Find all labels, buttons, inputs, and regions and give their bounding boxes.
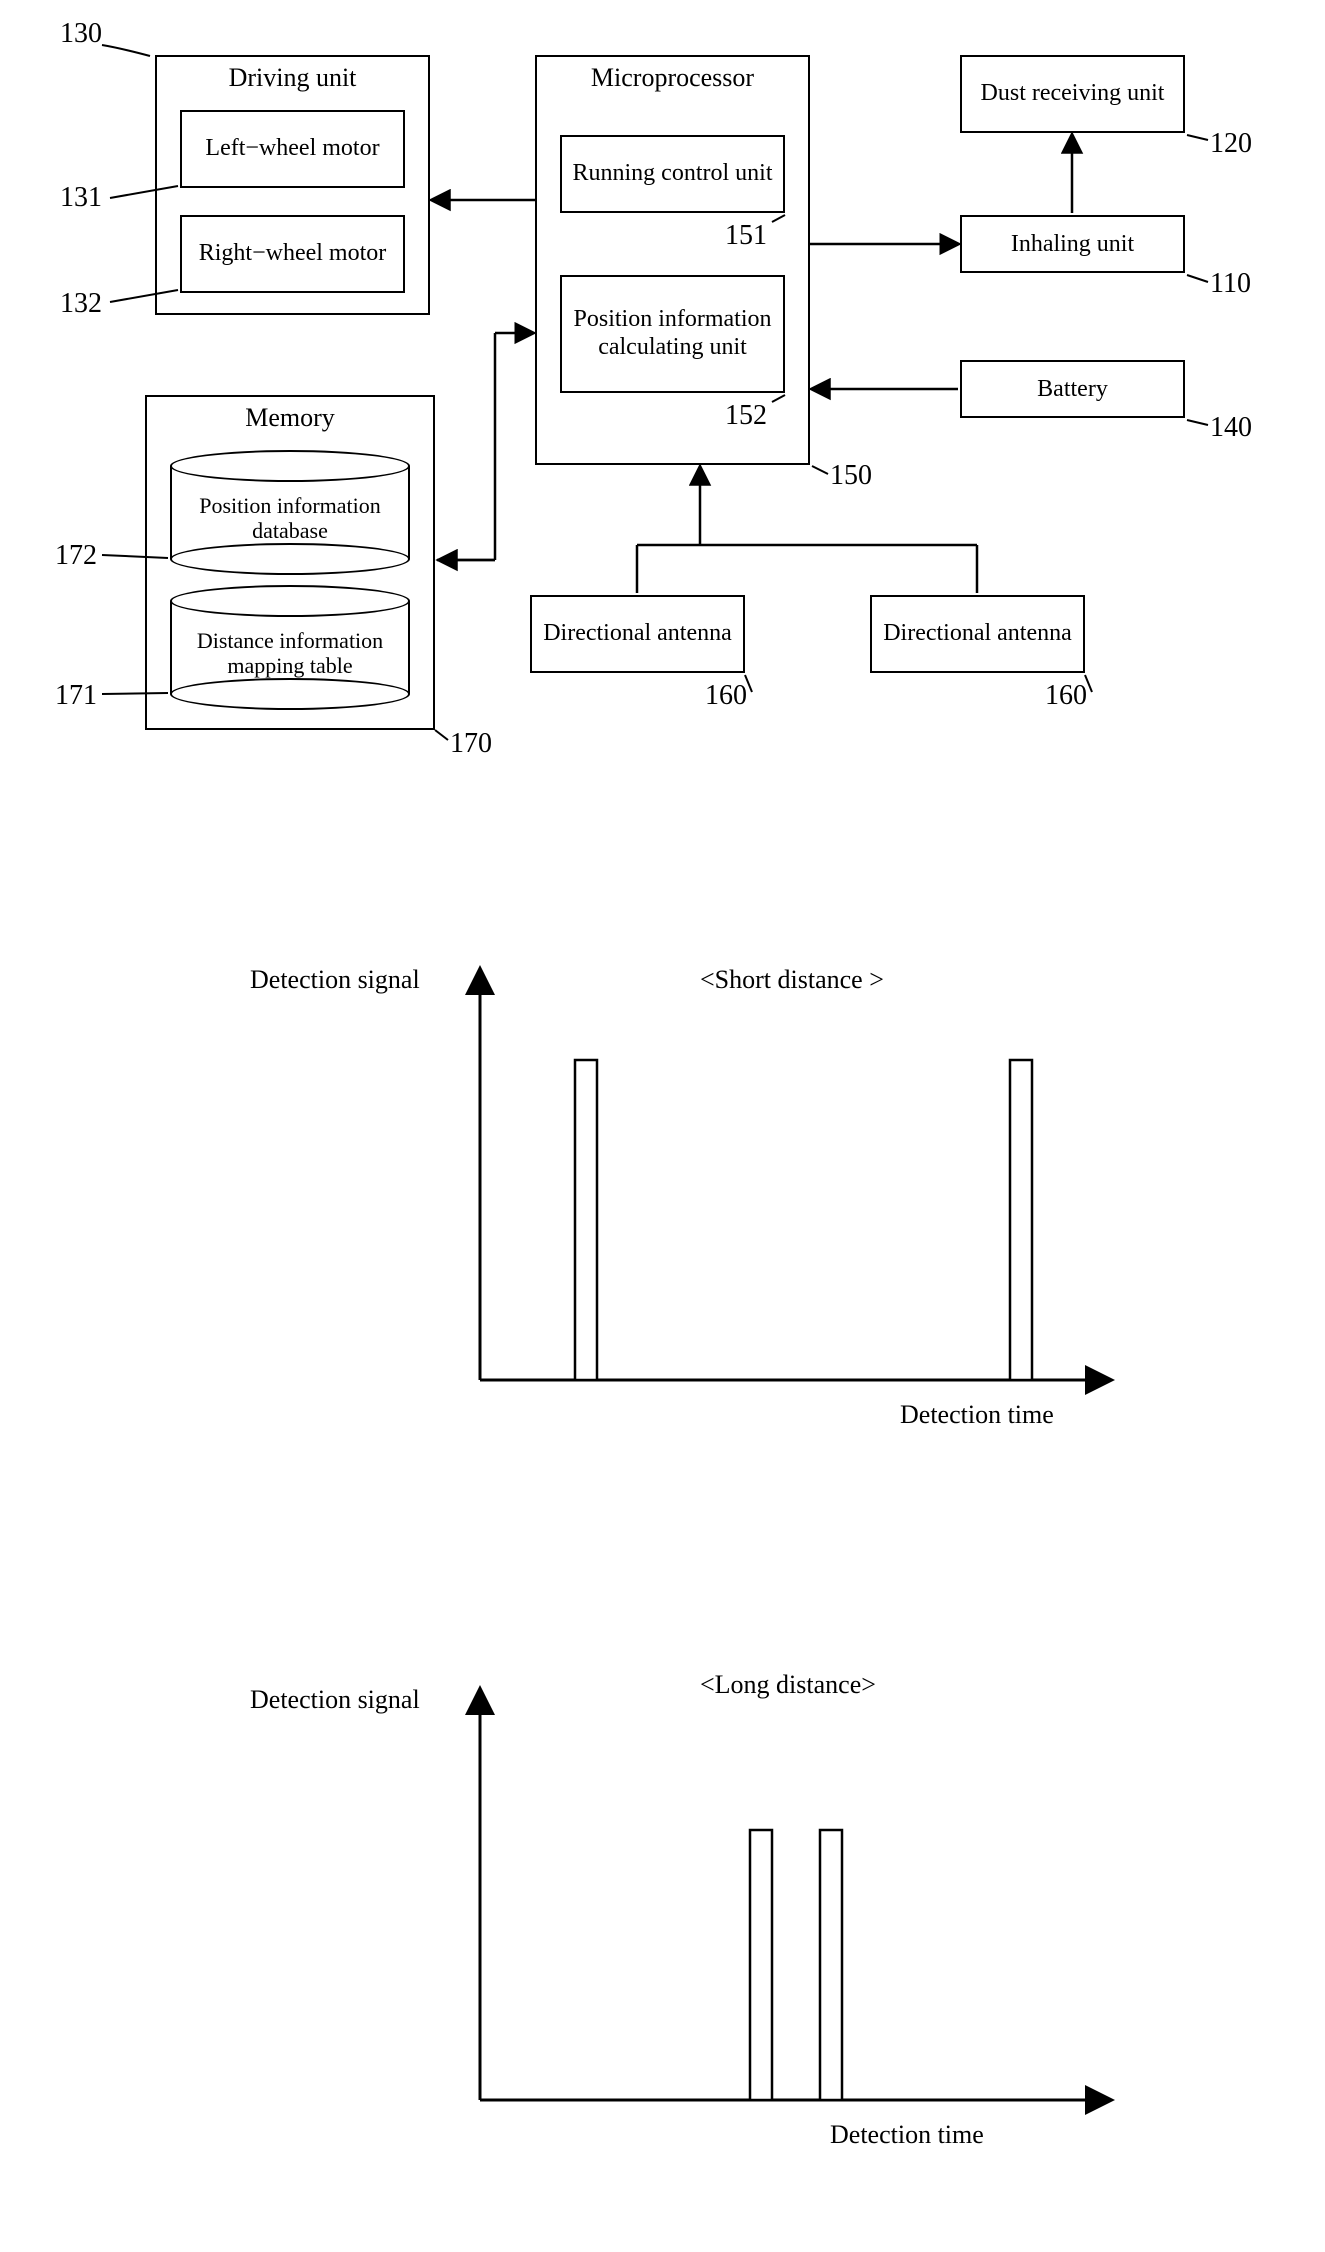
- running-control-block: Running control unit: [560, 135, 785, 213]
- ref-160b: 160: [1045, 680, 1087, 712]
- ref-160a: 160: [705, 680, 747, 712]
- ref-120: 120: [1210, 128, 1252, 160]
- dust-receiving-label: Dust receiving unit: [981, 80, 1165, 108]
- ref-110: 110: [1210, 268, 1251, 300]
- right-wheel-motor-label: Right−wheel motor: [199, 240, 387, 268]
- ref-170: 170: [450, 728, 492, 760]
- antenna-2-label: Directional antenna: [883, 620, 1072, 648]
- battery-label: Battery: [1037, 376, 1108, 403]
- antenna-2-block: Directional antenna: [870, 595, 1085, 673]
- inhaling-label: Inhaling unit: [1011, 231, 1134, 258]
- battery-block: Battery: [960, 360, 1185, 418]
- ref-152: 152: [725, 400, 767, 432]
- position-calc-block: Position information calculating unit: [560, 275, 785, 393]
- inhaling-block: Inhaling unit: [960, 215, 1185, 273]
- position-db-cylinder: Position information database: [170, 450, 410, 575]
- long-distance-chart: [460, 1680, 1140, 2120]
- ref-151: 151: [725, 220, 767, 252]
- distance-table-label: Distance information mapping table: [172, 629, 408, 677]
- ref-171: 171: [55, 680, 97, 712]
- position-calc-label: Position information calculating unit: [566, 306, 779, 361]
- microprocessor-title: Microprocessor: [591, 63, 754, 93]
- dust-receiving-block: Dust receiving unit: [960, 55, 1185, 133]
- left-wheel-motor-block: Left−wheel motor: [180, 110, 405, 188]
- short-ylabel: Detection signal: [250, 965, 420, 995]
- right-wheel-motor-block: Right−wheel motor: [180, 215, 405, 293]
- long-title: <Long distance>: [700, 1670, 876, 1700]
- antenna-1-block: Directional antenna: [530, 595, 745, 673]
- microprocessor-block: Microprocessor: [535, 55, 810, 465]
- antenna-1-label: Directional antenna: [543, 620, 732, 648]
- long-ylabel: Detection signal: [250, 1685, 420, 1715]
- left-wheel-motor-label: Left−wheel motor: [205, 135, 379, 163]
- ref-140: 140: [1210, 412, 1252, 444]
- short-xlabel: Detection time: [900, 1400, 1054, 1430]
- short-title: <Short distance >: [700, 965, 884, 995]
- diagram-canvas: Driving unit Left−wheel motor Right−whee…: [0, 0, 1325, 2252]
- ref-172: 172: [55, 540, 97, 572]
- ref-150: 150: [830, 460, 872, 492]
- ref-130: 130: [60, 18, 102, 50]
- long-xlabel: Detection time: [830, 2120, 984, 2150]
- running-control-label: Running control unit: [573, 160, 773, 188]
- position-db-label: Position information database: [172, 494, 408, 542]
- ref-132: 132: [60, 288, 102, 320]
- driving-unit-title: Driving unit: [229, 63, 357, 93]
- ref-131: 131: [60, 182, 102, 214]
- memory-title: Memory: [245, 403, 335, 433]
- distance-table-cylinder: Distance information mapping table: [170, 585, 410, 710]
- short-distance-chart: [460, 960, 1140, 1400]
